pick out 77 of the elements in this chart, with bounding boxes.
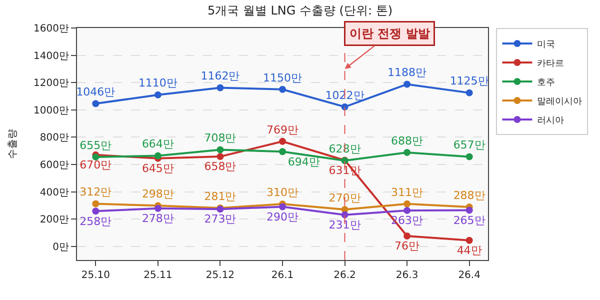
point bbox=[154, 91, 162, 98]
data-label: 655만 bbox=[80, 138, 112, 152]
y-tick-label: 1000만 bbox=[34, 105, 69, 116]
legend-label: 말레이시아 bbox=[537, 97, 582, 108]
point bbox=[466, 236, 473, 244]
data-label: 76만 bbox=[394, 240, 420, 253]
data-label: 708만 bbox=[204, 132, 236, 145]
data-label: 44만 bbox=[456, 244, 482, 257]
data-label: 273만 bbox=[204, 212, 236, 226]
legend-label: 카타르 bbox=[537, 59, 564, 70]
data-label: 657만 bbox=[453, 138, 486, 152]
data-label: 298만 bbox=[142, 188, 174, 201]
chart-title: 5개국 월별 LNG 수출량 (단위: 톤) bbox=[207, 3, 393, 18]
point bbox=[466, 206, 473, 214]
data-label: 281만 bbox=[204, 190, 236, 203]
point bbox=[216, 146, 224, 154]
y-axis-title: 수출량 bbox=[8, 129, 19, 159]
x-tick-label: 25.11 bbox=[144, 270, 172, 281]
data-label: 278만 bbox=[142, 212, 174, 226]
point bbox=[216, 84, 224, 92]
data-label: 310만 bbox=[266, 186, 298, 199]
y-tick-label: 800만 bbox=[40, 132, 69, 144]
x-tick-label: 25.10 bbox=[81, 270, 110, 281]
point bbox=[404, 232, 411, 240]
legend-label: 러시아 bbox=[537, 116, 564, 126]
x-tick-label: 26.1 bbox=[271, 270, 294, 281]
point bbox=[466, 89, 473, 96]
point bbox=[279, 148, 286, 156]
y-tick-label: 1600만 bbox=[34, 24, 69, 34]
y-tick-label: 0만 bbox=[52, 242, 69, 253]
data-label: 1110만 bbox=[138, 76, 178, 90]
x-tick-label: 26.2 bbox=[334, 270, 356, 281]
data-label: 645만 bbox=[142, 162, 174, 175]
point bbox=[279, 86, 286, 93]
point bbox=[404, 80, 411, 88]
data-label: 311만 bbox=[391, 186, 424, 199]
data-label: 694만 bbox=[288, 155, 320, 168]
data-label: 290만 bbox=[266, 210, 298, 224]
ref-line-label: 이란 전쟁 발발 bbox=[350, 26, 430, 40]
x-tick-label: 26.3 bbox=[396, 270, 418, 281]
data-label: 688만 bbox=[391, 134, 424, 148]
point bbox=[154, 152, 162, 160]
point bbox=[279, 203, 286, 210]
data-label: 288만 bbox=[453, 188, 486, 202]
data-label: 1046만 bbox=[76, 85, 116, 98]
data-label: 658만 bbox=[204, 160, 236, 174]
data-label: 231만 bbox=[328, 218, 361, 232]
data-label: 270만 bbox=[328, 191, 361, 204]
point bbox=[92, 200, 100, 208]
data-label: 1162만 bbox=[200, 70, 240, 83]
point bbox=[404, 148, 411, 156]
y-tick-label: 200만 bbox=[40, 214, 69, 226]
data-label: 265만 bbox=[453, 214, 486, 227]
data-label: 670만 bbox=[80, 158, 112, 172]
point bbox=[92, 100, 100, 108]
point bbox=[92, 208, 100, 215]
data-label: 1125만 bbox=[450, 74, 489, 88]
data-label: 1188만 bbox=[388, 66, 427, 80]
y-tick-label: 400만 bbox=[40, 187, 69, 198]
x-tick-label: 25.12 bbox=[206, 270, 235, 281]
data-label: 1150만 bbox=[263, 71, 302, 84]
data-label: 312만 bbox=[80, 186, 112, 199]
data-label: 258만 bbox=[80, 214, 112, 228]
data-label: 769만 bbox=[266, 123, 298, 136]
y-tick-label: 1400만 bbox=[34, 50, 69, 62]
point bbox=[279, 138, 286, 145]
x-tick-label: 26.4 bbox=[458, 270, 480, 281]
data-label: 664만 bbox=[142, 138, 174, 151]
legend-label: 미국 bbox=[537, 40, 556, 50]
y-tick-label: 600만 bbox=[40, 160, 69, 171]
point bbox=[154, 204, 162, 212]
point bbox=[404, 206, 411, 214]
point bbox=[404, 200, 411, 208]
legend-label: 호주 bbox=[537, 78, 556, 88]
point bbox=[216, 153, 224, 160]
y-tick-label: 1200만 bbox=[34, 78, 69, 90]
point bbox=[466, 153, 473, 160]
